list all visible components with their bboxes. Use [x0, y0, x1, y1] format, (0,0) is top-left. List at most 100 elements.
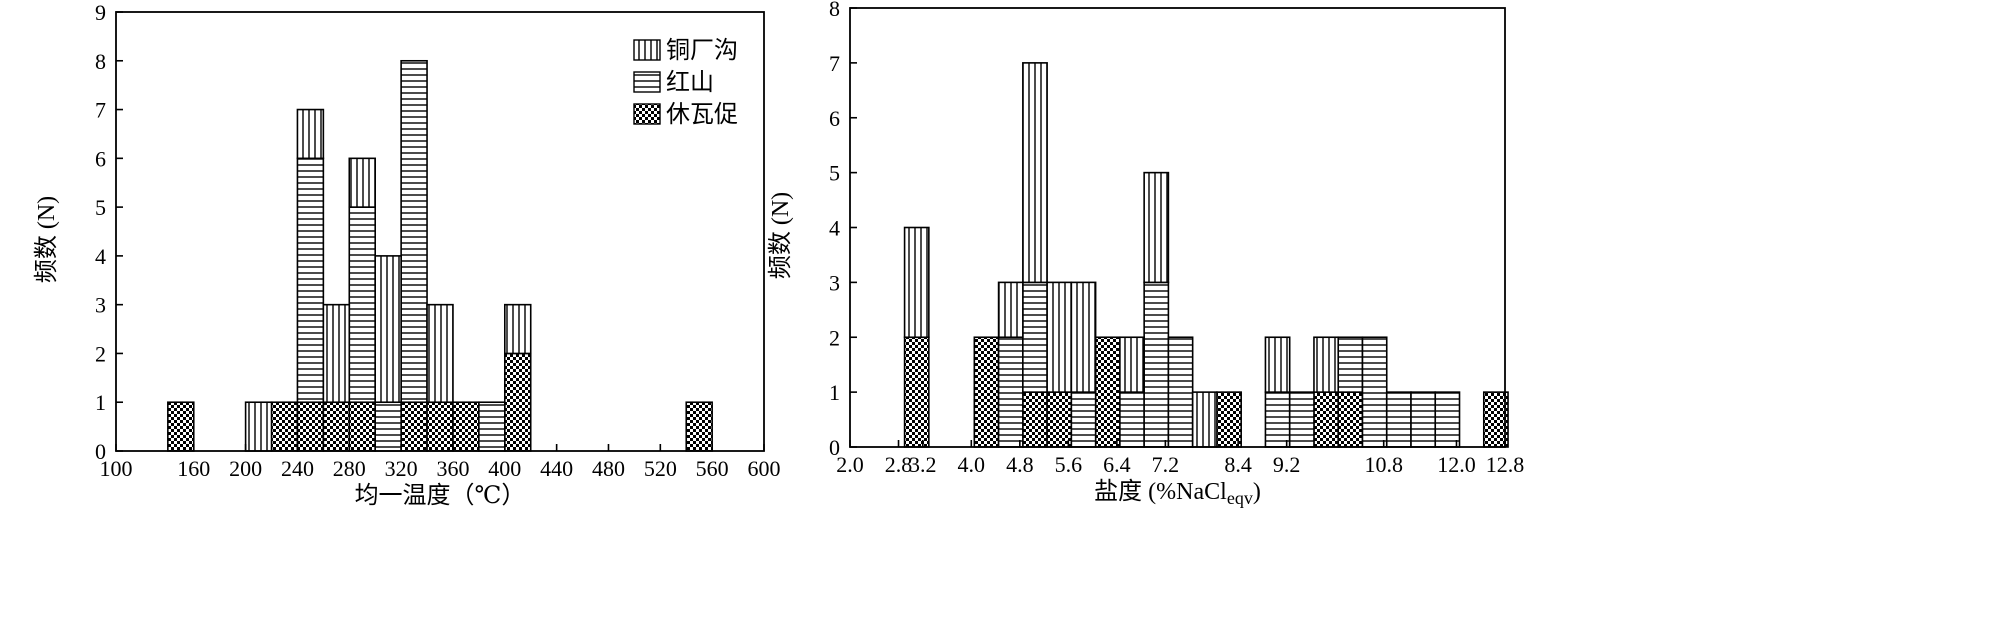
- bar-checker-220: [270, 401, 299, 452]
- x-tick-label: 8.4: [1224, 452, 1252, 477]
- x-tick-label: 5.6: [1055, 452, 1083, 477]
- bar-horizontal-320: [400, 59, 428, 404]
- x-tick-label: 12.8: [1486, 452, 1525, 477]
- bar-horizontal-300: [374, 401, 402, 452]
- x-tick-label: 400: [488, 456, 521, 481]
- bar-horizontal-280: [348, 206, 376, 404]
- bar-horizontal-10_45: [1361, 336, 1388, 448]
- bar-vertical-400: [503, 303, 532, 355]
- bar-checker-10_05: [1337, 391, 1364, 448]
- x-tick-label: 12.0: [1437, 452, 1476, 477]
- bar-checker-140: [167, 401, 195, 452]
- x-axis-title: 均一温度（℃）: [355, 482, 526, 509]
- bar-horizontal-5_65: [1070, 391, 1097, 448]
- bar-vertical-4_45: [997, 281, 1024, 339]
- y-tick-label: 7: [95, 98, 106, 123]
- bar-checker-340: [426, 401, 454, 452]
- bar-vertical-2_9: [903, 226, 930, 339]
- bar-vertical-8_85: [1264, 336, 1291, 393]
- y-tick-label: 6: [95, 146, 106, 171]
- bar-checker-400: [503, 352, 532, 452]
- x-tick-label: 600: [748, 456, 781, 481]
- y-tick-label: 3: [95, 293, 106, 318]
- plot-frame: [115, 11, 765, 452]
- y-tick-label: 2: [829, 325, 840, 350]
- legend-swatch-horizontal: [633, 71, 661, 93]
- x-tick-label: 6.4: [1103, 452, 1131, 477]
- x-axis-title-unit: (%NaCl: [1148, 479, 1227, 505]
- legend-label: 铜厂沟: [666, 37, 738, 64]
- bar-checker-6_05: [1094, 336, 1121, 448]
- bar-vertical-200: [244, 401, 273, 452]
- bar-vertical-340: [426, 303, 454, 404]
- homogenization-temperature-histogram: 0 1 2 3 4 5 6 7 8 9 100 160 200 240 280 320 360 400 440 480…: [33, 0, 781, 509]
- bar-checker-5_25: [1046, 391, 1073, 448]
- y-tick-label: 3: [829, 270, 840, 295]
- y-tick-label: 2: [95, 341, 106, 366]
- bar-horizontal-10_05: [1337, 336, 1364, 393]
- x-tick-label: 4.8: [1006, 452, 1034, 477]
- x-tick-label: 200: [229, 456, 262, 481]
- bar-vertical-260: [322, 303, 351, 404]
- bar-checker-240: [296, 401, 325, 452]
- bar-horizontal-4_85: [1022, 281, 1048, 393]
- x-tick-label: 320: [385, 456, 418, 481]
- bar-horizontal-10_85: [1385, 391, 1412, 448]
- y-axis-title: 频数 (N): [767, 192, 794, 279]
- y-tick-label: 1: [95, 390, 106, 415]
- x-tick-label: 520: [644, 456, 677, 481]
- x-tick-label: 160: [177, 456, 210, 481]
- bar-vertical-240: [296, 108, 325, 160]
- bar-vertical-280: [348, 157, 376, 208]
- x-tick-label: 10.8: [1364, 452, 1403, 477]
- bar-vertical-5_65: [1070, 281, 1097, 393]
- bar-checker-9_65: [1313, 391, 1340, 448]
- bar-checker-260: [322, 401, 351, 452]
- bar-checker-360: [452, 401, 480, 452]
- bar-horizontal-8_85: [1264, 391, 1291, 448]
- x-axis-title-close: ): [1253, 479, 1261, 505]
- legend-label: 红山: [666, 69, 714, 96]
- bar-checker-4_05: [973, 336, 1000, 448]
- x-tick-label: 7.2: [1152, 452, 1180, 477]
- x-axis-title-subscript: eqv: [1227, 488, 1253, 508]
- y-axis-title: 频数 (N): [33, 196, 60, 283]
- bar-horizontal-9_25: [1288, 391, 1315, 448]
- y-tick-label: 0: [95, 439, 106, 464]
- bar-horizontal-4_45: [997, 336, 1024, 448]
- bar-checker-540: [685, 401, 713, 452]
- x-tick-label: 2.0: [836, 452, 864, 477]
- y-tick-label: 5: [95, 195, 106, 220]
- legend-swatch-checker: [633, 103, 661, 125]
- y-tick-label: 5: [829, 161, 840, 186]
- bar-checker-280: [348, 401, 376, 452]
- y-tick-label: 8: [829, 0, 840, 21]
- y-tick-label: 8: [95, 49, 106, 74]
- x-tick-label: 9.2: [1273, 452, 1301, 477]
- y-tick-label: 0: [829, 435, 840, 460]
- x-tick-label: 560: [696, 456, 729, 481]
- bar-vertical-5_25: [1046, 281, 1073, 393]
- x-tick-label: 4.0: [958, 452, 986, 477]
- bar-horizontal-6_85: [1143, 281, 1170, 448]
- y-tick-label: 4: [829, 216, 840, 241]
- y-tick-label: 4: [95, 244, 106, 269]
- bar-horizontal-7_25: [1167, 336, 1194, 448]
- x-tick-label: 100: [100, 456, 133, 481]
- bar-checker-2_9: [903, 336, 930, 448]
- x-tick-label: 2.8: [885, 452, 913, 477]
- legend-label: 休瓦促: [666, 101, 738, 128]
- bar-horizontal-11_25: [1410, 391, 1437, 448]
- x-tick-label: 360: [436, 456, 469, 481]
- bar-horizontal-380: [478, 401, 506, 452]
- bar-checker-8_05: [1216, 391, 1242, 448]
- x-axis-title: 盐度 (%NaCleqv): [1094, 478, 1261, 508]
- bar-horizontal-6_45: [1119, 391, 1145, 448]
- y-tick-label: 7: [829, 51, 840, 76]
- bar-horizontal-240: [296, 157, 325, 404]
- bar-vertical-9_65: [1313, 336, 1340, 393]
- legend-swatch-vertical: [633, 39, 661, 61]
- bar-vertical-300: [374, 255, 402, 404]
- y-tick-label: 6: [829, 106, 840, 131]
